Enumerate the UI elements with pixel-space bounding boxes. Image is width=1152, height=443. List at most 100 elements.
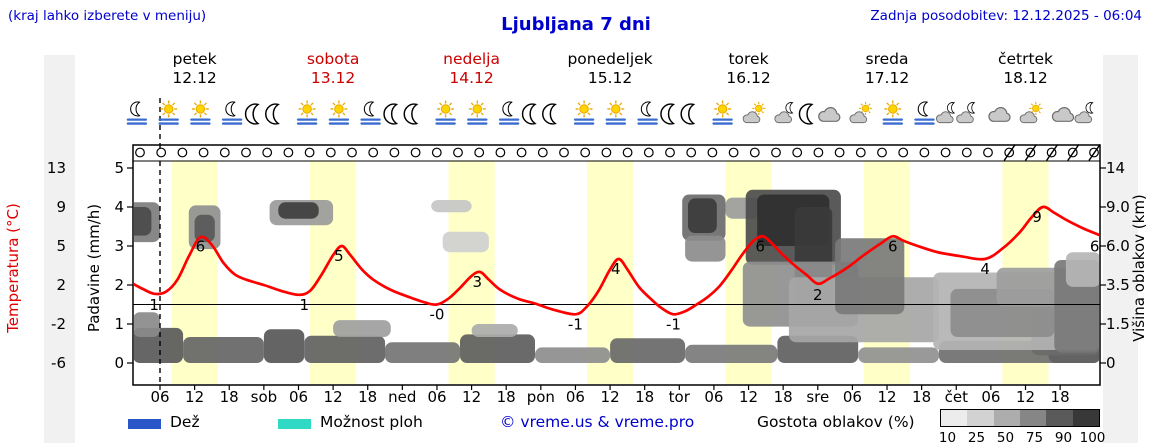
sky-cover-circle-icon	[347, 147, 357, 158]
temperature-point-label: 5	[334, 247, 344, 265]
x-axis-label: 18	[912, 388, 931, 406]
density-scale-segment-25	[967, 410, 994, 426]
temperature-point-label: 6	[1090, 237, 1100, 255]
sun-lines-icon	[714, 101, 732, 124]
sun-lines-icon	[884, 101, 902, 124]
day-header-7: četrtek 18.12	[956, 50, 1096, 88]
x-axis-label: 06	[843, 388, 862, 406]
sun-lines-icon	[437, 101, 455, 124]
credit-link[interactable]: © vreme.us & vreme.pro	[500, 413, 695, 431]
sky-cover-circle-icon	[516, 147, 527, 158]
sky-cover-circle-icon	[686, 147, 697, 158]
day-header-3: nedelja 14.12	[402, 50, 542, 88]
cloud-sun-icon	[1020, 102, 1042, 123]
plot-frame	[132, 144, 1101, 386]
cloud-density-ticks: 10 25 50 75 90 100	[933, 430, 1107, 443]
cloud-height-tick-label: 9.0	[1106, 198, 1130, 216]
cloud-sun-icon	[743, 102, 765, 123]
day-name: ponedeljek	[567, 50, 653, 68]
sky-cover-circle-icon	[219, 147, 230, 158]
cloud-patch	[535, 347, 610, 363]
moon-icon	[265, 103, 279, 125]
cloud-patch	[685, 344, 778, 363]
cloud-patch	[194, 214, 215, 243]
day-date: 13.12	[310, 69, 356, 87]
sky-cover-circle-icon	[241, 147, 251, 158]
cloud-moon-icon	[957, 102, 975, 122]
temperature-point-label: 6	[888, 237, 898, 255]
moon-icon	[383, 103, 398, 125]
sun-lines-icon	[298, 101, 316, 124]
density-scale-label: 90	[1054, 430, 1073, 443]
cloud-patch	[610, 338, 686, 363]
sky-cover-circle-icon	[262, 147, 273, 158]
cloud-height-tick-label: 1.5	[1106, 315, 1130, 333]
temperature-point-label: 4	[611, 260, 621, 278]
density-scale-segment-90	[1046, 410, 1073, 426]
cloud-density-label: Gostota oblakov (%)	[757, 413, 915, 431]
cloud-patch	[460, 334, 535, 363]
day-name: sreda	[865, 50, 909, 68]
cloud-height-tick-label: 0	[1106, 354, 1116, 372]
sky-cover-circle-icon	[707, 147, 718, 158]
day-header-2: sobota 13.12	[263, 50, 403, 88]
x-axis-label: 12	[601, 388, 620, 406]
x-axis-label: 06	[427, 388, 446, 406]
rain-swatch	[128, 419, 161, 429]
sun-lines-icon	[575, 101, 593, 124]
x-axis-label: 12	[739, 388, 758, 406]
sky-cover-circle-icon	[983, 147, 993, 158]
temperature-point-label: 2	[813, 286, 823, 304]
moon-lines-icon	[128, 102, 146, 124]
cloud-moon-icon	[775, 102, 793, 122]
cloud-patch	[385, 342, 460, 363]
cloud-patch	[134, 312, 160, 337]
moon-icon	[798, 103, 813, 125]
right-axis-strip	[1103, 55, 1138, 443]
temperature-point-label: 4	[980, 260, 990, 278]
cloud-patch	[134, 207, 152, 236]
x-axis-label: 12	[324, 388, 343, 406]
sky-cover-circle-icon	[474, 147, 485, 158]
density-scale-label: 25	[967, 430, 986, 443]
sun-lines-icon	[607, 101, 625, 124]
page-title: Ljubljana 7 dni	[501, 14, 651, 35]
sky-cover-circle-icon	[728, 147, 739, 158]
moon-icon	[244, 103, 259, 125]
wind-slash-icon	[1088, 144, 1101, 161]
x-axis-label: 18	[635, 388, 654, 406]
sky-cover-circle-icon	[749, 147, 760, 158]
day-name: sobota	[306, 50, 360, 68]
x-axis-label: 12	[1016, 388, 1035, 406]
moon-icon	[680, 103, 695, 125]
x-axis-label: 18	[497, 388, 516, 406]
sky-cover-circle-icon	[834, 147, 845, 158]
cloud-patch	[263, 329, 305, 363]
moon-icon	[542, 103, 556, 125]
sky-cover-circle-icon	[622, 147, 633, 158]
cloud-patch	[183, 337, 264, 363]
x-axis-label: 06	[289, 388, 308, 406]
left-axis-strip	[44, 55, 75, 443]
x-axis-label: tor	[669, 388, 691, 406]
sky-cover-circle-icon	[453, 147, 463, 158]
moon-icon	[521, 103, 536, 125]
sun-lines-icon	[330, 101, 348, 124]
x-axis-label: 18	[774, 388, 793, 406]
cloud-height-tick-label: 14	[1106, 159, 1125, 177]
moon-lines-icon	[639, 102, 657, 124]
x-axis-label: 12	[185, 388, 204, 406]
x-axis-label: sob	[251, 388, 278, 406]
temp-tick-label: 5	[56, 237, 66, 255]
sky-cover-circle-icon	[580, 147, 591, 158]
precip-tick-label: 0	[114, 354, 124, 372]
cloud-icon	[1051, 106, 1075, 122]
density-scale-label: 10	[938, 430, 957, 443]
day-date: 14.12	[449, 69, 494, 87]
temperature-point-label: -1	[568, 315, 583, 333]
temp-tick-label: -2	[51, 315, 66, 333]
x-axis-label: čet	[945, 388, 968, 406]
sky-cover-circle-icon	[431, 147, 442, 158]
